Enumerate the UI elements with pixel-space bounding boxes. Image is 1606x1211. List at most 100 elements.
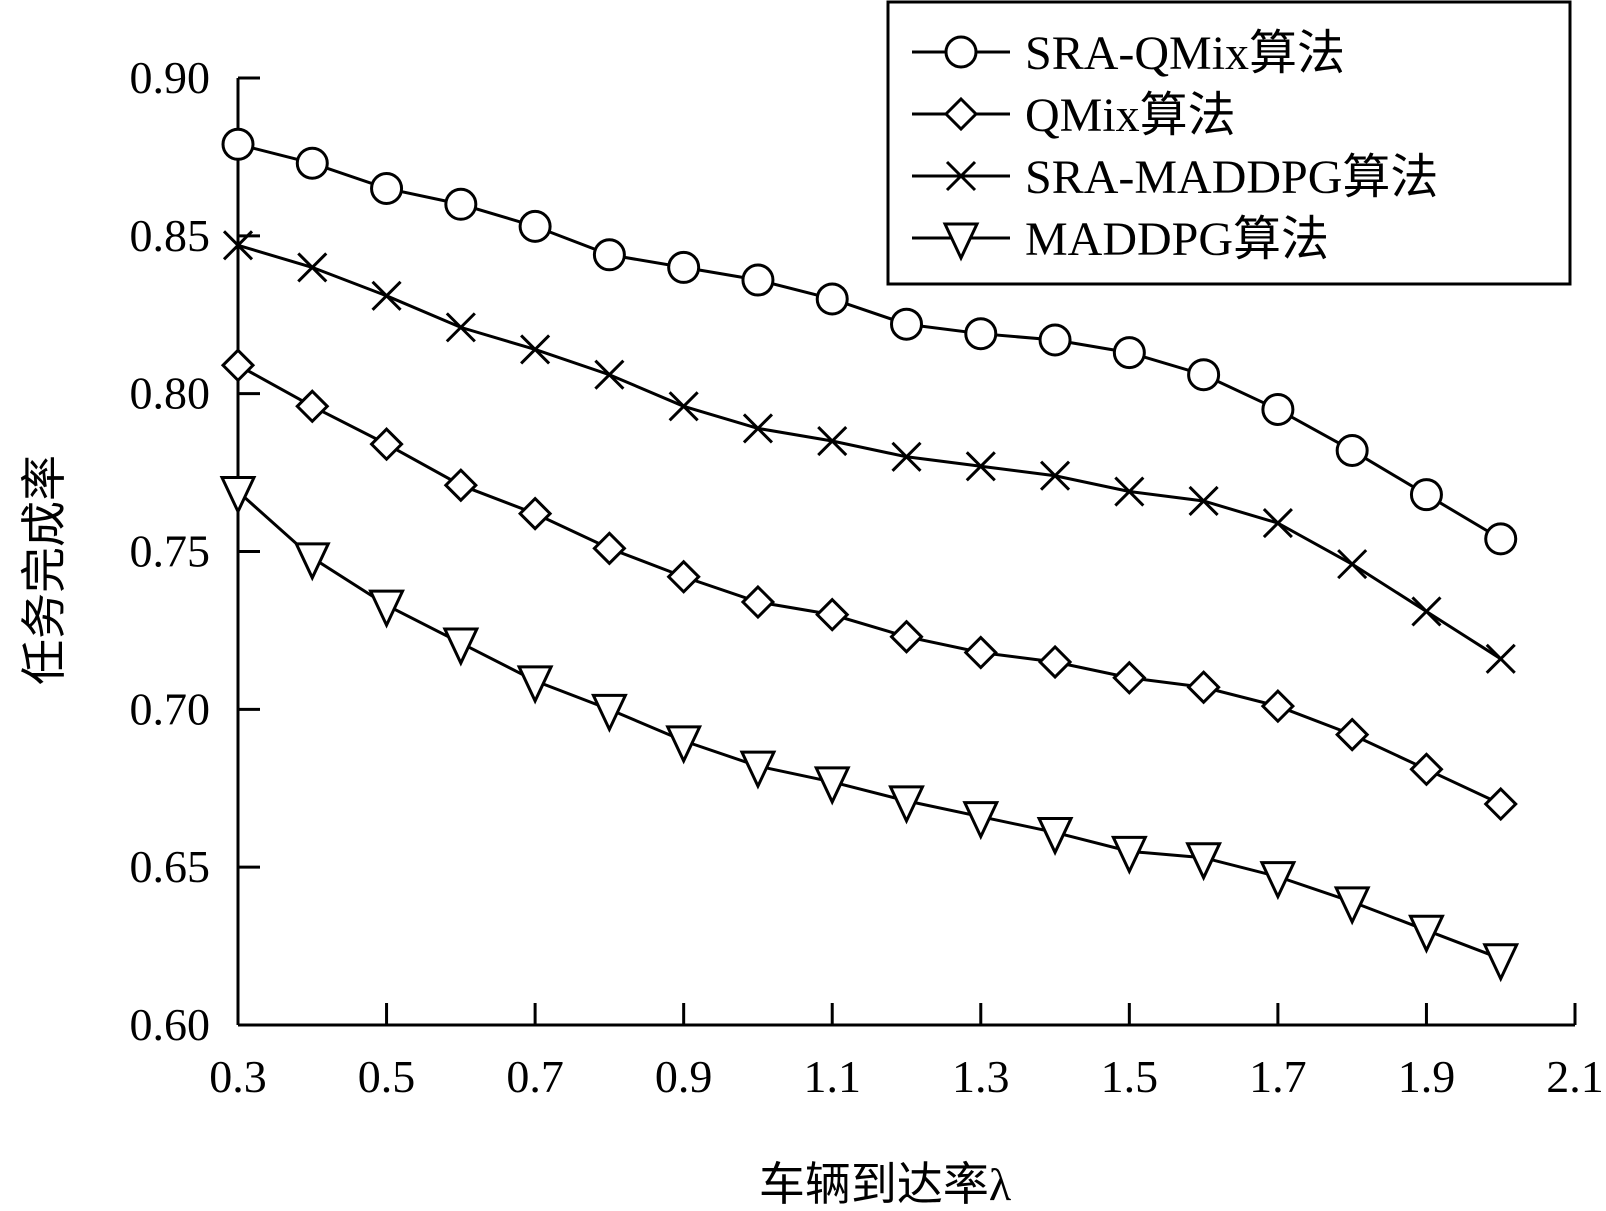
y-axis-label: 任务完成率 [19,455,70,685]
x-tick-label: 0.3 [209,1051,267,1102]
data-point [890,307,923,341]
x-axis-label: 车辆到达率λ [759,1159,1012,1210]
data-point [888,785,925,825]
y-tick-label: 0.75 [130,526,211,577]
series-circle [221,127,1518,556]
data-point [1409,752,1444,787]
series-layer [219,127,1520,983]
legend-label: QMix算法 [1025,89,1236,142]
legend-marker [942,222,980,262]
y-tick-label: 0.60 [130,999,211,1050]
series-diamond [220,348,1518,822]
legend-marker [943,96,979,132]
data-point [891,441,922,472]
data-point [668,391,699,422]
x-tick-label: 1.3 [952,1051,1010,1102]
data-point [667,250,701,284]
y-tick-label: 0.85 [130,210,211,261]
data-point [369,427,404,462]
data-point [517,496,553,531]
series-line [237,363,1502,806]
data-point [815,282,849,316]
legend-entry: MADDPG算法 [912,213,1329,266]
data-point [741,263,775,297]
data-point [221,127,255,161]
y-tick-label: 0.80 [130,368,211,419]
data-point [739,750,777,790]
data-point [815,597,850,632]
data-point [592,531,627,566]
legend-label: MADDPG算法 [1025,213,1329,266]
x-tick-label: 1.5 [1101,1051,1159,1102]
data-point [368,589,405,629]
x-tick-label: 2.1 [1546,1051,1604,1102]
data-point [592,238,626,272]
legend-label: SRA-MADDPG算法 [1025,151,1438,204]
data-point [1112,336,1146,370]
data-point [1260,689,1296,724]
data-point [1411,596,1442,627]
data-point [813,766,851,806]
data-point [1188,485,1219,517]
data-point [1337,549,1368,580]
data-point [963,635,998,670]
data-point [1185,842,1222,882]
series-line [237,243,1502,661]
data-point [1483,786,1518,822]
data-point [1187,358,1221,392]
data-point [964,317,998,351]
data-point [1482,943,1520,983]
data-point [1114,476,1145,507]
data-point [1408,914,1445,954]
data-point [665,725,703,765]
data-point [295,146,329,180]
legend-marker [944,35,978,69]
data-point [295,389,330,424]
data-point [371,280,402,311]
data-point [1484,522,1518,556]
data-point [1262,508,1293,539]
data-point [666,559,701,594]
legend-marker [945,160,977,192]
data-point [293,542,331,582]
data-point [1485,643,1516,674]
data-point [594,359,625,390]
data-point [219,476,257,516]
y-tick-label: 0.70 [130,683,211,734]
data-point [889,619,924,654]
data-point [222,230,254,261]
data-point [1335,717,1370,752]
data-point [444,187,478,221]
data-point [516,665,554,705]
data-point [1038,323,1072,357]
data-point [370,171,404,205]
data-point [1112,660,1147,695]
data-point [1037,644,1073,680]
data-point [1110,835,1148,875]
data-point [740,584,776,620]
data-point [443,468,478,503]
data-point [1261,392,1295,426]
series-triangle-down [219,476,1520,983]
legend-entry: QMix算法 [912,89,1236,142]
data-point [518,209,552,243]
axes: 0.60 0.65 0.70 0.75 0.80 0.85 0.90 0.3 0.5 0.7 0.9… [130,52,1604,1102]
series-line [237,490,1502,961]
data-point [520,334,551,365]
x-tick-label: 1.7 [1249,1051,1307,1102]
data-point [1036,816,1074,856]
legend-label: SRA-QMix算法 [1025,27,1345,80]
data-point [817,425,848,457]
data-point [742,413,774,444]
data-point [1409,478,1443,512]
data-point [1186,670,1221,705]
series-x [222,230,1516,674]
data-point [220,348,256,383]
data-point [965,451,996,482]
data-point [442,627,480,667]
data-point [297,252,328,283]
data-point [1039,460,1071,491]
data-point [962,801,1000,841]
y-tick-label: 0.65 [130,841,211,892]
